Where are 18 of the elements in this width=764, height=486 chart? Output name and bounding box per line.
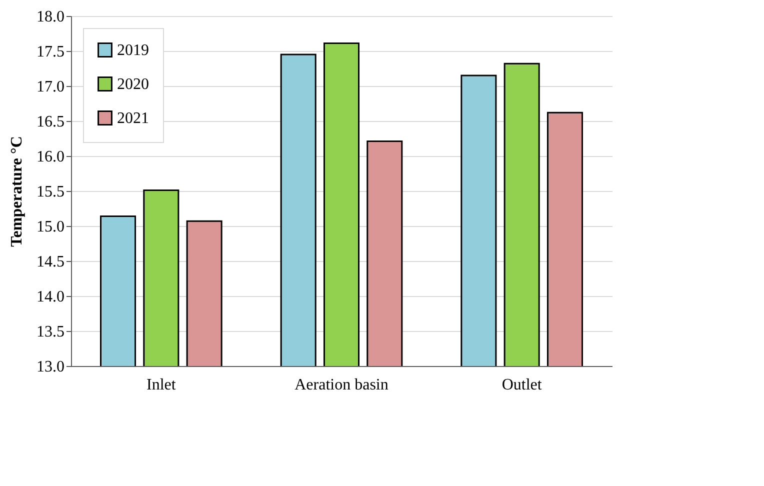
x-tick-label: Outlet	[502, 376, 542, 394]
y-tick-label: 13.5	[36, 324, 64, 340]
legend-label: 2019	[117, 42, 149, 59]
legend-label: 2021	[117, 110, 149, 127]
y-tick-label: 16.0	[36, 148, 64, 166]
legend-label: 2020	[117, 76, 149, 93]
y-tick-label: 15.0	[36, 218, 64, 236]
y-tick-label: 14.0	[36, 288, 64, 306]
y-axis-title: Temperature °C	[8, 136, 26, 247]
x-tick-label: Inlet	[146, 376, 176, 394]
y-tick-label: 16.5	[36, 114, 64, 130]
y-tick-label: 15.5	[36, 184, 64, 200]
y-tick-label: 13.0	[36, 358, 64, 376]
x-tick-label: Aeration basin	[294, 376, 388, 394]
y-tick-label: 17.5	[36, 44, 64, 60]
y-tick-label: 14.5	[36, 254, 64, 270]
y-tick-label: 18.0	[36, 8, 64, 26]
y-tick-label: 17.0	[36, 78, 64, 96]
